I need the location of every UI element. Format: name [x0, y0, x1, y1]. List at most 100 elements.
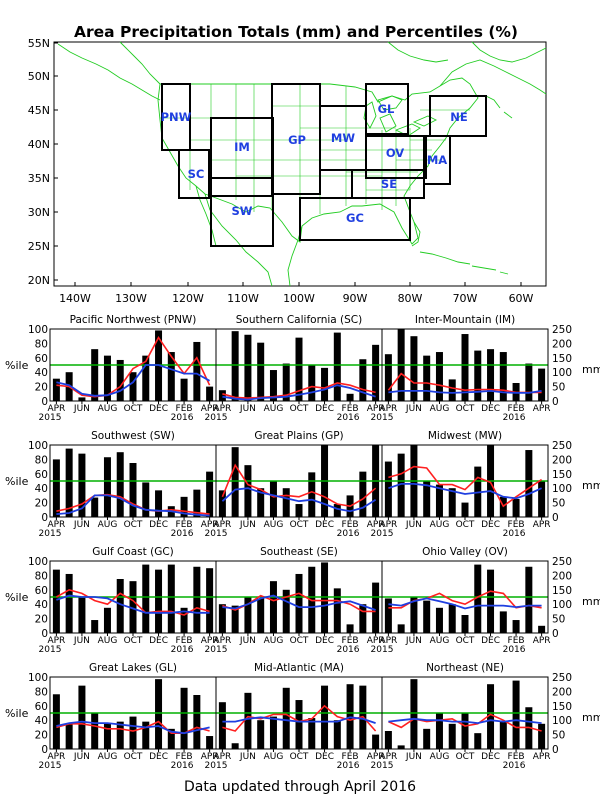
month-tick-label: DEC — [149, 636, 168, 646]
percentile-bar — [167, 352, 175, 401]
precip-mm-line — [388, 389, 542, 394]
panel-title: Great Lakes (GL) — [89, 662, 177, 674]
lat-label: 30N — [28, 206, 50, 219]
month-tick-label: DEC — [481, 404, 500, 414]
region-box — [161, 83, 191, 151]
month-tick-label: AUG — [98, 636, 118, 646]
percentile-bar — [206, 736, 214, 749]
percentile-bar — [91, 349, 99, 401]
percentile-bar — [372, 582, 380, 633]
percentile-bar — [448, 488, 456, 517]
precip-mm-line — [56, 494, 210, 517]
percentile-3mo-line — [56, 493, 210, 515]
month-tick-label: FEB — [508, 636, 525, 646]
percentile-bar — [282, 589, 290, 633]
percentile-bar — [448, 723, 456, 749]
percentile-bar — [218, 604, 226, 633]
region-box — [210, 117, 274, 197]
percentile-bar — [474, 564, 482, 633]
year-label: 2016 — [171, 645, 194, 655]
percentile-bar — [244, 465, 252, 517]
percentile-bar — [129, 372, 137, 401]
lon-label: 70W — [453, 292, 478, 305]
percentile-bar — [435, 352, 443, 401]
percentile-bar — [206, 386, 214, 401]
month-tick-label: FEB — [508, 404, 525, 414]
lat-label: 50N — [28, 70, 50, 83]
year-label: 2016 — [337, 761, 360, 771]
percentile-tick-label: 40 — [35, 599, 48, 611]
percentile-bar — [448, 604, 456, 633]
region-boxes — [161, 83, 487, 247]
percentile-bar — [65, 573, 73, 633]
panel: Midwest (MW) 0 50 100 150 200 250 mm APR JUN AUG OC… — [371, 430, 600, 539]
percentile-bar — [435, 713, 443, 749]
percentile-bar — [218, 702, 226, 749]
map-boundary-line — [419, 251, 471, 265]
percentile-bar — [193, 695, 201, 749]
month-tick-label: JUN — [73, 752, 90, 762]
region-box — [365, 135, 427, 179]
percentile-bar — [525, 450, 533, 517]
percentile-bar — [525, 363, 533, 401]
region-label: MW — [331, 131, 355, 145]
region-label: PNW — [161, 110, 192, 124]
mm-tick-label: 200 — [552, 570, 572, 582]
percentile-bar — [499, 611, 507, 633]
percentile-bar — [448, 379, 456, 401]
panel-title: Pacific Northwest (PNW) — [70, 314, 197, 326]
percentile-bar — [231, 743, 239, 749]
percentile-bar — [180, 496, 188, 517]
mm-axis-label: mm — [582, 479, 600, 492]
month-tick-label: APR — [47, 752, 65, 762]
percentile-bar — [384, 461, 392, 517]
mm-tick-label: 200 — [552, 338, 572, 350]
map-boundary-line — [411, 221, 421, 247]
precip-mm-line — [222, 716, 376, 724]
percentile-tick-label: 40 — [35, 367, 48, 379]
map-boundary-line — [412, 115, 438, 127]
percentile-tick-label: 0 — [41, 512, 48, 524]
region-box — [365, 83, 409, 135]
percentile-bar — [423, 481, 431, 517]
year-label: 2016 — [503, 645, 526, 655]
percentile-bar — [384, 598, 392, 633]
year-label: 2015 — [371, 645, 394, 655]
region-label: SW — [232, 204, 253, 218]
map-boundary-line — [363, 101, 377, 129]
percentile-bar — [155, 569, 163, 633]
percentile-bar — [397, 624, 405, 633]
percentile-3mo-line — [388, 465, 543, 508]
year-label: 2015 — [39, 645, 62, 655]
month-tick-label: APR — [47, 404, 65, 414]
month-tick-label: DEC — [315, 752, 334, 762]
percentile-bar — [91, 620, 99, 633]
percentile-bar — [180, 378, 188, 401]
panel-title: Midwest (MW) — [428, 430, 502, 442]
percentile-bar — [372, 344, 380, 401]
precip-mm-line — [388, 597, 542, 610]
percentile-bar — [295, 573, 303, 633]
percentile-bar — [538, 723, 546, 749]
longitude-labels: 140W 130W 120W 110W 100W 90W 80W 70W 60W — [59, 292, 533, 305]
region-label: GC — [346, 211, 364, 225]
month-tick-label: FEB — [342, 636, 359, 646]
month-tick-label: OCT — [124, 404, 143, 414]
percentile-bar — [78, 397, 86, 401]
panel-title: Ohio Valley (OV) — [422, 546, 508, 558]
percentile-bar — [321, 367, 329, 401]
mm-tick-label: 0 — [552, 396, 559, 408]
map-boundary-line — [499, 271, 509, 275]
year-label: 2015 — [371, 529, 394, 539]
percentile-bar — [269, 716, 277, 749]
percentile-bar — [231, 331, 239, 401]
month-tick-label: JUN — [239, 520, 256, 530]
map-boundary-line — [195, 185, 217, 247]
region-label: SC — [188, 167, 205, 181]
year-label: 2015 — [205, 761, 228, 771]
month-tick-label: APR — [47, 520, 65, 530]
percentile-bar — [359, 359, 367, 401]
year-label: 2016 — [337, 413, 360, 423]
